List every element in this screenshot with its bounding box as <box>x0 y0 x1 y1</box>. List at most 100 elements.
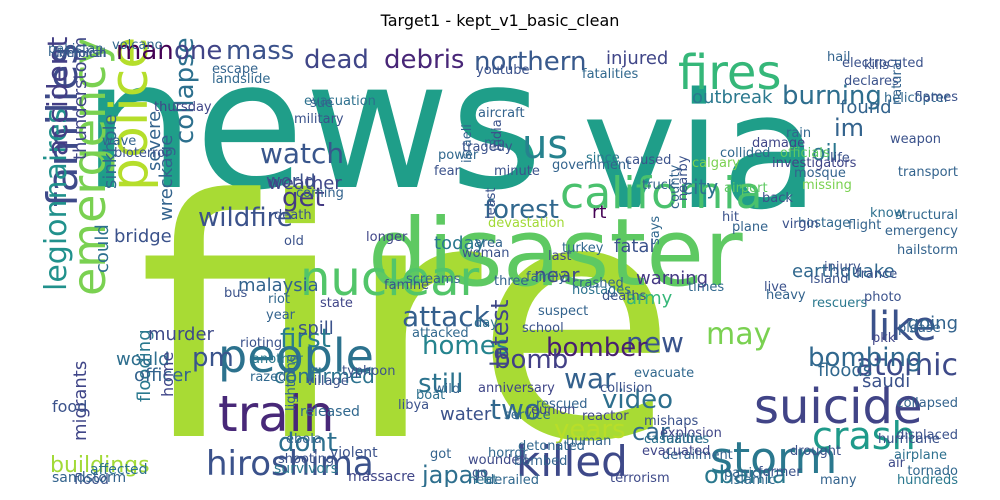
word-could: could <box>92 224 113 273</box>
word-hail: hail <box>827 50 851 65</box>
word-another: another <box>252 352 303 367</box>
word-bridge: bridge <box>114 226 172 247</box>
word-evacuation: evacuation <box>304 94 376 109</box>
word-hailstorm: hailstorm <box>896 243 958 258</box>
word-mass: mass <box>226 37 295 66</box>
word-evacuate: evacuate <box>634 366 695 381</box>
word-city: city <box>682 175 719 199</box>
word-cloud: news fire via disaster california fires us poli… <box>42 37 958 487</box>
word-many: many <box>820 473 857 487</box>
word-reactor: reactor <box>582 409 629 424</box>
word-oil: oil <box>812 141 838 166</box>
word-hit: hit <box>722 210 739 225</box>
word-emergency: emergency <box>884 224 958 239</box>
word-food: food <box>52 397 88 416</box>
word-truck: truck <box>642 178 676 193</box>
word-spill: spill <box>298 318 334 339</box>
word-shooting: shooting <box>278 452 335 467</box>
word-village: village <box>306 374 349 389</box>
word-caused: caused <box>625 153 672 168</box>
word-transport: transport <box>897 165 958 180</box>
word-heavy: heavy <box>766 288 806 303</box>
word-sue: sue <box>310 96 334 111</box>
word-flood: flood <box>74 472 109 487</box>
word-years: years <box>554 415 626 445</box>
word-says: says <box>648 215 663 245</box>
word-attack: attack <box>402 300 490 333</box>
word-screams: screams <box>406 272 461 287</box>
word-new: new <box>626 326 684 359</box>
word-malaysia: malaysia <box>238 275 319 296</box>
word-military: military <box>294 112 344 127</box>
word-anniversary: anniversary <box>478 381 555 396</box>
word-earthquake: earthquake <box>792 261 895 282</box>
word-drought: drought <box>790 444 842 459</box>
word-france: france <box>856 267 898 282</box>
word-casualties: casualties <box>644 432 710 447</box>
word-life: life <box>830 151 850 166</box>
word-last: last <box>548 249 572 264</box>
word-violent: violent <box>330 445 378 461</box>
word-fires: fires <box>678 45 782 101</box>
word-fear: fear <box>434 164 460 179</box>
word-youtube: youtube <box>476 63 530 78</box>
word-human: human <box>566 434 612 449</box>
word-flight: flight <box>848 218 882 233</box>
word-air: air <box>888 456 905 471</box>
word-helicopter: helicopter <box>884 91 950 106</box>
word-war: war <box>564 362 616 395</box>
word-service: service <box>504 408 551 423</box>
word-wave: wave <box>102 134 137 149</box>
word-affected: affected <box>90 462 148 478</box>
word-power: power <box>438 148 479 163</box>
word-via: via <box>582 58 820 245</box>
word-photo: photo <box>864 290 902 305</box>
word-mishaps: mishaps <box>644 414 699 429</box>
word-fatal: fatal <box>614 236 655 257</box>
word-would: would <box>116 349 170 370</box>
word-officials: officials <box>780 146 830 161</box>
word-libya: libya <box>398 398 430 413</box>
word-please: please <box>898 321 941 336</box>
word-landslide: landslide <box>212 72 271 87</box>
word-displaced: displaced <box>896 428 958 443</box>
word-storm: storm <box>710 433 838 484</box>
word-collision: collision <box>600 381 653 396</box>
word-injury: injury <box>824 260 861 275</box>
word-sandstorm: sandstorm <box>52 470 127 486</box>
word-area: area <box>474 236 503 251</box>
word-rescuers: rescuers <box>812 296 868 311</box>
word-warning: warning <box>636 268 709 289</box>
word-suspect: suspect <box>538 304 589 319</box>
word-times: times <box>688 280 725 295</box>
word-collided: collided <box>720 146 771 161</box>
word-day: day <box>474 316 498 331</box>
word-chemical: chemical <box>52 46 106 60</box>
word-hostages: hostages <box>572 283 632 298</box>
word-train: train <box>218 385 335 443</box>
word-disaster: disaster <box>368 199 743 308</box>
word-watch: watch <box>260 137 345 170</box>
word-virgin: virgin <box>782 217 819 232</box>
word-murder: murder <box>148 324 214 345</box>
word-first: first <box>280 324 331 354</box>
word-man: man <box>116 37 174 66</box>
word-typhoon: typhoon <box>342 364 396 379</box>
word-school: school <box>522 321 564 336</box>
word-northern: northern <box>474 47 587 77</box>
word-death: death <box>274 208 312 223</box>
word-may: may <box>706 317 772 352</box>
word-rt: rt <box>592 202 607 223</box>
word-bioterror: bioterror <box>114 146 171 161</box>
word-terrorism: terrorism <box>610 471 670 486</box>
word-former: former <box>758 465 802 480</box>
word-wounded: wounded <box>468 453 528 468</box>
word-army: army <box>626 288 673 309</box>
word-lightning: lightning <box>284 353 299 411</box>
word-volcano: volcano <box>112 38 163 53</box>
word-family: family <box>526 270 567 285</box>
word-latest: latest <box>486 299 514 367</box>
word-know: know <box>870 206 905 221</box>
word-demolish: demolish <box>52 46 107 60</box>
word-like: like <box>868 304 937 350</box>
